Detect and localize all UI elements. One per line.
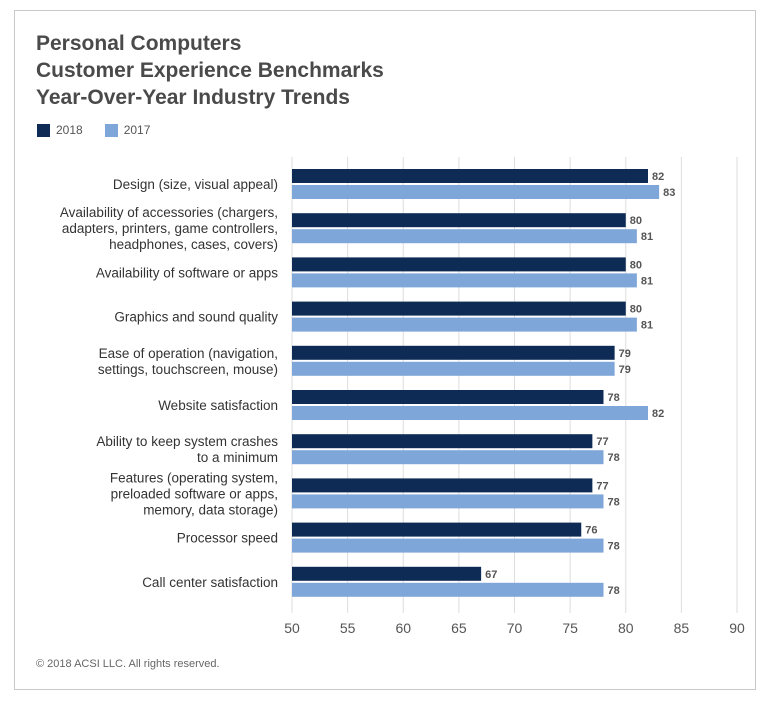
legend-swatch-2017: [104, 123, 118, 137]
category-label: preloaded software or apps,: [111, 486, 278, 501]
bar-2017: [292, 361, 615, 376]
legend: 2018 2017: [37, 123, 172, 137]
value-label-2018: 67: [485, 569, 497, 581]
category-label: headphones, cases, covers): [109, 237, 278, 252]
value-label-2018: 82: [652, 171, 664, 183]
category-label: settings, touchscreen, mouse): [98, 362, 278, 377]
value-label-2017: 81: [641, 231, 653, 243]
x-tick-label: 80: [618, 620, 634, 636]
bar-2017: [292, 273, 637, 288]
category-label: to a minimum: [197, 450, 278, 465]
category-label: Features (operating system,: [110, 470, 278, 485]
value-label-2018: 80: [630, 304, 642, 316]
x-tick-label: 70: [507, 620, 523, 636]
legend-item-2017: 2017: [104, 123, 151, 137]
bar-2018: [292, 522, 582, 537]
x-tick-label: 60: [395, 620, 411, 636]
bar-2017: [292, 582, 604, 597]
legend-item-2018: 2018: [37, 123, 83, 137]
title-line-1: Personal Computers: [36, 32, 242, 55]
bar-2018: [292, 301, 626, 316]
x-tick-label: 75: [562, 620, 578, 636]
value-label-2018: 77: [596, 480, 608, 492]
x-tick-label: 50: [284, 620, 300, 636]
bar-2018: [292, 345, 615, 360]
bar-2017: [292, 450, 604, 465]
value-label-2017: 78: [608, 496, 620, 508]
legend-swatch-2018: [37, 123, 50, 137]
category-label: Ability to keep system crashes: [96, 434, 278, 449]
bar-2018: [292, 478, 593, 493]
x-tick-label: 65: [451, 620, 467, 636]
category-label: Website satisfaction: [158, 398, 278, 413]
category-label: Call center satisfaction: [142, 575, 278, 590]
category-label: adapters, printers, game controllers,: [62, 221, 278, 236]
bar-2017: [292, 185, 660, 199]
chart-title: Personal Computers Customer Experience B…: [36, 30, 384, 111]
value-label-2017: 82: [652, 408, 664, 420]
value-label-2017: 78: [608, 585, 620, 597]
category-label: Processor speed: [177, 531, 278, 546]
bar-2018: [292, 434, 593, 449]
value-label-2018: 76: [585, 525, 597, 537]
legend-label-2017: 2017: [123, 123, 151, 137]
value-label-2017: 83: [663, 187, 675, 199]
value-label-2017: 81: [641, 275, 653, 287]
category-label: Design (size, visual appeal): [113, 177, 278, 192]
value-label-2018: 80: [630, 259, 642, 271]
value-label-2018: 78: [608, 392, 620, 404]
copyright-footer: © 2018 ACSI LLC. All rights reserved.: [36, 658, 220, 670]
bar-2018: [292, 169, 648, 183]
x-tick-label: 90: [729, 620, 745, 636]
x-tick-label: 55: [340, 620, 356, 636]
value-label-2017: 81: [641, 320, 653, 332]
bar-2018: [292, 390, 604, 404]
bar-2018: [292, 213, 626, 228]
x-tick-label: 85: [674, 620, 690, 636]
category-label: Ease of operation (navigation,: [99, 346, 278, 361]
category-label: Availability of accessories (chargers,: [60, 205, 278, 220]
bar-2017: [292, 538, 604, 553]
value-label-2017: 78: [608, 541, 620, 553]
value-label-2018: 77: [596, 436, 608, 448]
value-label-2017: 78: [608, 452, 620, 464]
value-label-2018: 79: [619, 348, 631, 360]
bar-2017: [292, 406, 648, 420]
category-label: Availability of software or apps: [96, 265, 278, 280]
category-label: Graphics and sound quality: [114, 310, 278, 325]
category-label: memory, data storage): [143, 502, 278, 517]
bar-2017: [292, 317, 637, 332]
bar-2018: [292, 566, 482, 581]
value-label-2018: 80: [630, 215, 642, 227]
bar-2017: [292, 229, 637, 244]
bar-2017: [292, 494, 604, 509]
title-line-3: Year-Over-Year Industry Trends: [36, 86, 350, 109]
title-line-2: Customer Experience Benchmarks: [36, 59, 384, 82]
bar-2018: [292, 257, 626, 272]
legend-label-2018: 2018: [56, 123, 83, 137]
value-label-2017: 79: [619, 364, 631, 376]
